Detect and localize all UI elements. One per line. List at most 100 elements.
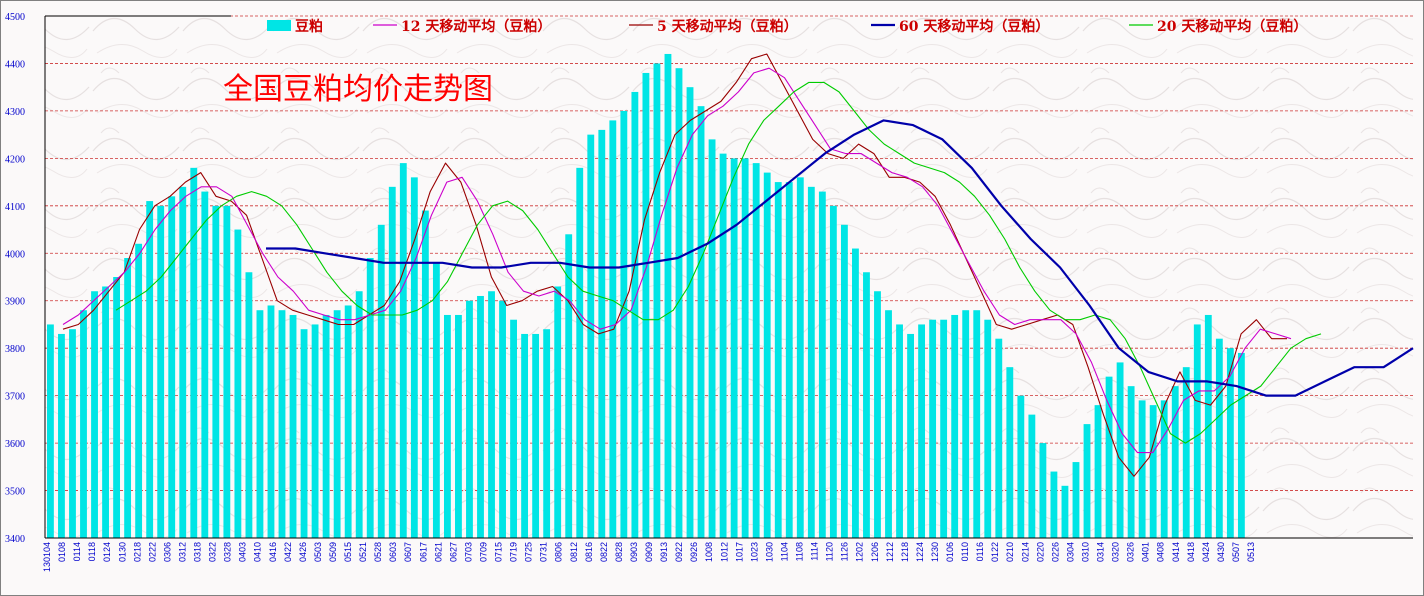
bar	[102, 286, 109, 538]
bar	[1127, 386, 1135, 538]
bar	[1017, 395, 1025, 538]
bar	[576, 167, 584, 538]
bar	[1050, 471, 1058, 538]
x-tick-label: 0913	[659, 542, 669, 562]
x-tick-label: 0214	[1020, 542, 1030, 562]
bar	[774, 182, 782, 538]
bar	[510, 319, 517, 538]
y-tick-label: 3600	[5, 439, 25, 450]
y-tick-label: 4500	[5, 12, 25, 23]
x-tick-label: 0318	[193, 542, 203, 562]
y-tick-label: 3800	[5, 344, 25, 355]
bar	[984, 319, 992, 538]
x-tick-label: 0617	[418, 542, 428, 562]
x-tick-label: 0909	[644, 542, 654, 562]
bar	[168, 196, 176, 538]
bar	[1083, 424, 1091, 538]
bar	[69, 329, 76, 538]
series-line	[62, 67, 1292, 454]
x-tick-label: 0426	[298, 542, 308, 562]
x-tick-label: 0806	[554, 542, 564, 562]
legend-label: 60 天移动平均（豆粕）	[899, 18, 1049, 35]
bar	[1193, 324, 1201, 538]
bar	[675, 68, 683, 538]
x-tick-label: 1206	[870, 542, 880, 562]
bar	[1226, 348, 1234, 538]
bar	[212, 205, 220, 538]
x-tick-label: 1030	[764, 542, 774, 562]
legend-label: 12 天移动平均（豆粕）	[401, 18, 551, 35]
x-tick-label: 1202	[855, 542, 865, 562]
x-tick-label: 0314	[1096, 542, 1106, 562]
bar	[918, 324, 926, 538]
bar	[818, 191, 826, 538]
x-tick-label: 0310	[1081, 542, 1091, 562]
bar	[1094, 405, 1102, 538]
bar	[885, 310, 892, 538]
bar	[896, 324, 903, 538]
bar	[455, 314, 462, 538]
bar	[995, 338, 1003, 538]
x-tick-label: 0222	[147, 542, 157, 562]
bar	[157, 205, 165, 538]
bar	[620, 110, 628, 538]
x-tick-label: 0515	[343, 542, 353, 562]
y-tick-label: 4000	[5, 249, 25, 260]
x-tick-label: 0709	[479, 542, 489, 562]
bar	[499, 300, 506, 538]
x-tick-label: 1017	[734, 542, 744, 562]
x-tick-label: 0306	[162, 542, 172, 562]
bar	[300, 329, 308, 538]
x-tick-label: 0513	[1246, 542, 1256, 562]
bar	[245, 272, 253, 538]
bar	[1182, 367, 1190, 538]
x-tick-label: 0719	[509, 542, 519, 562]
x-tick-label: 0731	[539, 542, 549, 562]
x-tick-label: 0509	[328, 542, 338, 562]
bar	[289, 314, 297, 538]
chart-title: 全国豆粕均价走势图	[223, 72, 493, 107]
x-tick-label: 130104	[42, 542, 52, 572]
bar	[223, 205, 231, 538]
x-tick-label: 0408	[1156, 542, 1166, 562]
x-tick-label: 0521	[358, 542, 368, 562]
bar	[852, 248, 859, 538]
x-tick-label: 0621	[433, 542, 443, 562]
bar	[653, 63, 661, 538]
y-axis-ticks: 3400 3500 3600 3700 3800 3900 4000 4100 4200 4300…	[5, 12, 25, 545]
bar	[1138, 400, 1146, 538]
x-tick-label: 0430	[1216, 542, 1226, 562]
bar	[333, 310, 341, 538]
bar	[951, 314, 959, 538]
bar	[554, 286, 562, 538]
x-tick-label: 0607	[403, 542, 413, 562]
bar	[587, 134, 595, 538]
bar	[91, 291, 98, 538]
bar	[1171, 386, 1179, 538]
y-tick-label: 4200	[5, 154, 25, 165]
x-tick-label: 0418	[1186, 542, 1196, 562]
x-tick-label: 0503	[313, 542, 323, 562]
bar	[399, 163, 407, 539]
y-tick-label: 4100	[5, 202, 25, 213]
bar	[146, 201, 154, 538]
x-tick-label: 0903	[629, 542, 639, 562]
legend-label: 豆粕	[295, 18, 323, 35]
bar	[201, 191, 209, 538]
series-line	[115, 81, 1322, 444]
bar	[907, 333, 914, 538]
x-tick-label: 0828	[614, 542, 624, 562]
bar	[708, 139, 716, 538]
x-tick-label: 0812	[569, 542, 579, 562]
bar	[807, 186, 815, 538]
x-tick-label: 1104	[780, 542, 790, 561]
x-tick-label: 1230	[930, 542, 940, 562]
x-tick-label: 1126	[840, 542, 850, 561]
x-tick-label: 0414	[1171, 542, 1181, 562]
y-tick-label: 3500	[5, 487, 25, 498]
bar	[1061, 485, 1069, 538]
bar	[796, 177, 804, 538]
bar	[1105, 376, 1113, 538]
x-tick-label: 0507	[1231, 542, 1241, 562]
